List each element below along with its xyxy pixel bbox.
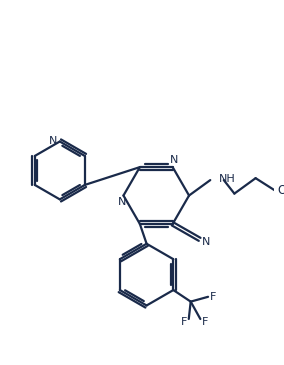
Text: N: N: [202, 237, 211, 247]
Text: N: N: [118, 197, 127, 207]
Text: N: N: [170, 155, 178, 165]
Text: O: O: [277, 184, 284, 197]
Text: F: F: [202, 317, 208, 327]
Text: N: N: [49, 135, 57, 146]
Text: F: F: [181, 317, 187, 327]
Text: F: F: [210, 292, 216, 302]
Text: NH: NH: [219, 174, 236, 184]
